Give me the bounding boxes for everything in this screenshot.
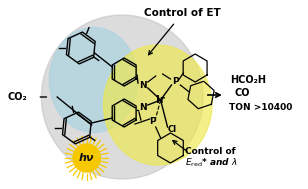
Text: CO₂: CO₂ bbox=[8, 92, 28, 102]
Text: Cl: Cl bbox=[168, 125, 177, 135]
Text: TON >10400: TON >10400 bbox=[229, 104, 292, 112]
Text: N: N bbox=[139, 104, 147, 112]
Circle shape bbox=[41, 15, 203, 179]
Text: N: N bbox=[139, 81, 147, 90]
Text: $E_{\rm red}$* and $\lambda$: $E_{\rm red}$* and $\lambda$ bbox=[185, 157, 238, 169]
Text: Control of: Control of bbox=[185, 147, 236, 156]
Text: HCO₂H: HCO₂H bbox=[231, 75, 267, 85]
Circle shape bbox=[73, 144, 100, 172]
Text: hν: hν bbox=[79, 153, 95, 163]
Text: P: P bbox=[172, 77, 179, 87]
Text: P: P bbox=[149, 118, 156, 126]
Ellipse shape bbox=[103, 45, 212, 165]
Text: Control of ET: Control of ET bbox=[144, 8, 221, 18]
Text: CO: CO bbox=[235, 88, 250, 98]
Text: Ir: Ir bbox=[156, 95, 165, 105]
Ellipse shape bbox=[49, 28, 138, 132]
